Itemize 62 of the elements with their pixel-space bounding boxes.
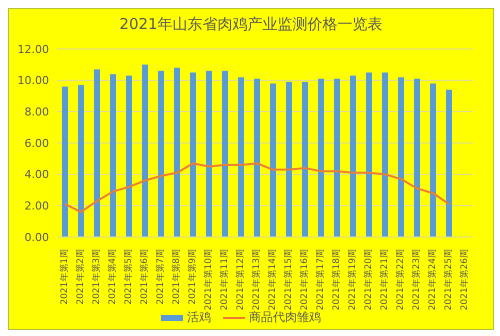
bar (382, 72, 388, 237)
bar (254, 78, 260, 237)
bar (158, 70, 164, 237)
bar (222, 70, 228, 237)
x-tick-label: 2021年第17周 (315, 249, 326, 310)
bar (62, 86, 68, 237)
bar (206, 70, 212, 237)
y-tick-label: 6.00 (24, 136, 49, 150)
legend-label: 活鸡 (187, 310, 211, 326)
bar (318, 78, 324, 237)
bar (270, 83, 276, 237)
x-tick-label: 2021年第12周 (235, 249, 246, 310)
x-tick-label: 2021年第22周 (395, 249, 406, 310)
x-tick-label: 2021年第6周 (139, 249, 150, 305)
bar (78, 85, 84, 237)
bar (446, 90, 452, 237)
x-tick-label: 2021年第24周 (427, 249, 438, 310)
bar (430, 83, 436, 237)
x-tick-label: 2021年第26周 (459, 249, 470, 310)
legend-label: 商品代肉雏鸡 (249, 310, 321, 326)
x-tick-label: 2021年第2周 (75, 249, 86, 305)
x-tick-label: 2021年第3周 (91, 249, 102, 305)
y-tick-label: 0.00 (24, 230, 49, 244)
x-tick-label: 2021年第9周 (187, 249, 198, 305)
bar (174, 68, 180, 237)
x-tick-label: 2021年第20周 (363, 249, 374, 310)
x-tick-label: 2021年第19周 (347, 249, 358, 310)
x-tick-label: 2021年第18周 (331, 249, 342, 310)
x-tick-label: 2021年第25周 (443, 249, 454, 310)
bar (110, 74, 116, 237)
x-tick-label: 2021年第14周 (267, 249, 278, 310)
bar (414, 78, 420, 237)
x-tick-label: 2021年第4周 (107, 249, 118, 305)
y-tick-label: 4.00 (24, 168, 49, 182)
x-tick-label: 2021年第16周 (299, 249, 310, 310)
bar (366, 72, 372, 237)
x-tick-label: 2021年第7周 (155, 249, 166, 305)
bar (334, 78, 340, 237)
bar (350, 76, 356, 237)
y-tick-label: 10.00 (18, 74, 49, 88)
x-tick-label: 2021年第10周 (203, 249, 214, 310)
y-tick-label: 2.00 (24, 200, 49, 213)
x-tick-label: 2021年第1周 (59, 249, 70, 305)
bar (302, 82, 308, 237)
x-tick-label: 2021年第23周 (411, 249, 422, 310)
line-series (64, 162, 450, 213)
x-tick-label: 2021年第8周 (171, 249, 182, 305)
chart-title: 2021年山东省肉鸡产业监测价格一览表 (118, 14, 384, 35)
x-tick-label: 2021年第5周 (123, 249, 134, 305)
x-tick-label: 2021年第21周 (379, 249, 390, 310)
bar (398, 77, 404, 237)
x-tick-label: 2021年第13周 (251, 249, 262, 310)
x-tick-label: 2021年第11周 (219, 249, 230, 310)
bar (238, 77, 244, 237)
bar (190, 72, 196, 237)
x-tick-label: 2021年第15周 (283, 249, 294, 310)
bar (94, 69, 100, 237)
bar (126, 76, 132, 237)
y-tick-label: 8.00 (24, 106, 49, 119)
bar (286, 82, 292, 237)
y-tick-label: 12.00 (18, 42, 49, 56)
bar (142, 64, 148, 237)
